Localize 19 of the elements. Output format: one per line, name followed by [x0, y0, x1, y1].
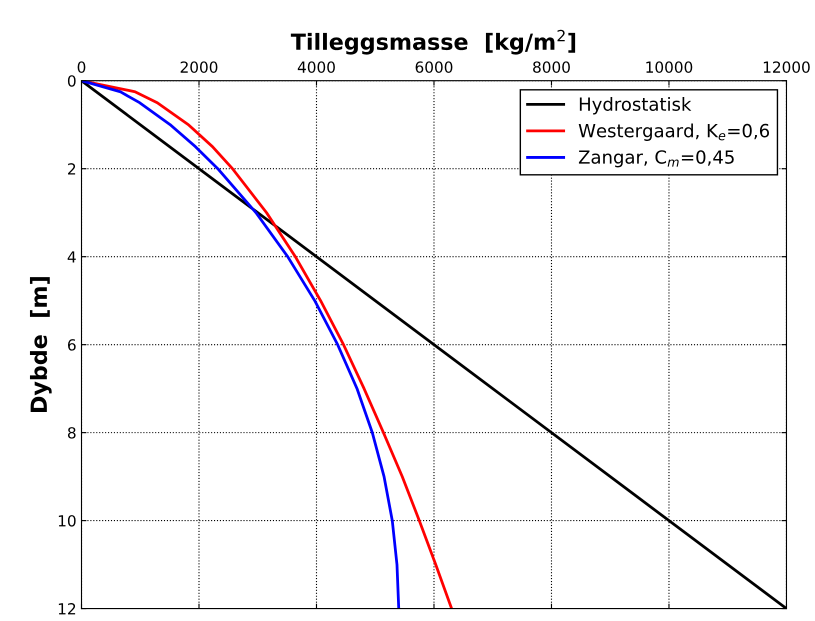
y-tick-label: 4: [68, 251, 76, 262]
legend-label: Hydrostatisk: [580, 96, 692, 114]
x-tick-label: 10000: [646, 61, 692, 73]
y-tick-label: 0: [68, 75, 76, 87]
legend-label: Westergaard, K$_{e}$=0,6: [578, 123, 770, 141]
x-tick-label: 4000: [298, 61, 335, 73]
x-tick-label: 6000: [416, 61, 452, 73]
x-tick-label: 2000: [180, 61, 218, 73]
x-tick-label: 12000: [764, 61, 810, 73]
x-axis-title: Tilleggsmasse [kg/m$^{2}$]: [290, 30, 576, 55]
y-tick-label: 10: [58, 515, 76, 527]
y-tick-label: 12: [58, 603, 76, 614]
legend-label: Zangar, C$_{m}$=0,45: [578, 150, 734, 168]
x-tick-label: 0: [78, 61, 86, 73]
y-axis-title: Dybde [m]: [30, 277, 52, 412]
y-tick-label: 2: [68, 163, 76, 175]
y-tick-label: 8: [68, 427, 76, 439]
x-tick-label: 8000: [533, 61, 570, 73]
y-tick-label: 6: [68, 339, 76, 351]
